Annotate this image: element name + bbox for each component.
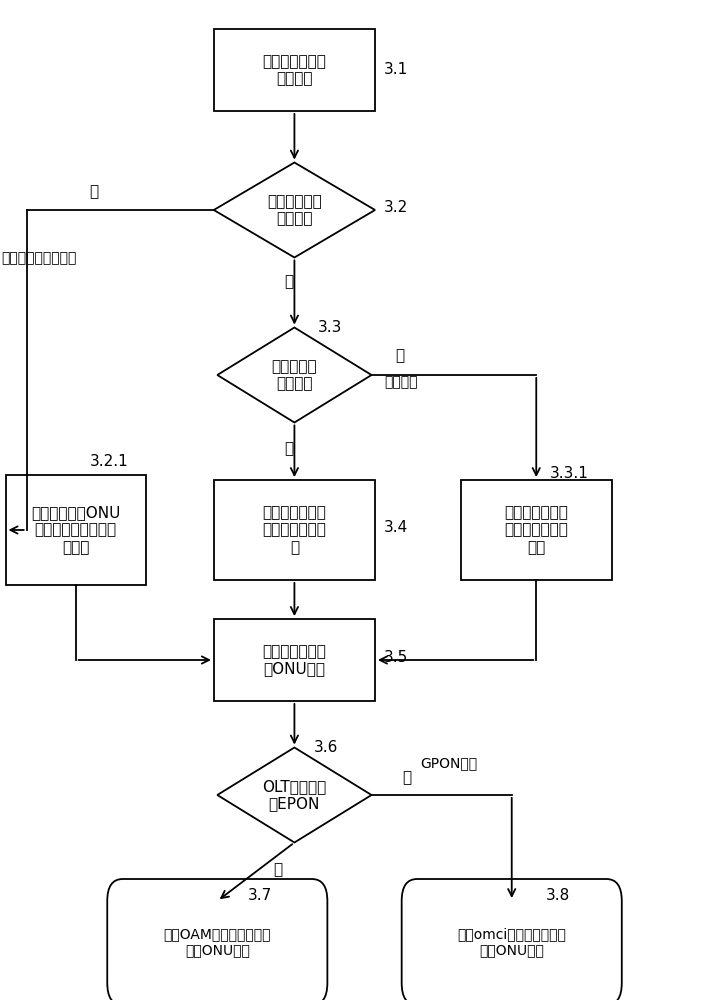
Text: 3.7: 3.7 — [247, 888, 272, 904]
Polygon shape — [217, 748, 372, 842]
Text: 通过omci消息将配置发往
远端ONU设备: 通过omci消息将配置发往 远端ONU设备 — [457, 927, 566, 957]
Polygon shape — [217, 328, 372, 422]
Text: 3.4: 3.4 — [384, 520, 409, 536]
Text: 3.1: 3.1 — [384, 62, 409, 78]
Text: 级别为重: 级别为重 — [384, 375, 418, 389]
Text: 是: 是 — [284, 274, 293, 290]
Text: 3.8: 3.8 — [545, 888, 570, 904]
Text: 接受攻击探测模
块的消息: 接受攻击探测模 块的消息 — [262, 54, 327, 86]
Text: 是: 是 — [273, 862, 283, 878]
Bar — [6, 475, 146, 585]
Text: 执行配置模块配
置轻度级别的处
理: 执行配置模块配 置轻度级别的处 理 — [262, 505, 327, 555]
Text: 消息为攻击消失消息: 消息为攻击消失消息 — [1, 251, 77, 265]
Text: 3.6: 3.6 — [314, 740, 339, 756]
Text: 3.3: 3.3 — [318, 320, 342, 336]
Bar — [214, 29, 375, 111]
Text: 恢复对攻击源ONU
所做的处理，使其业
务正常: 恢复对攻击源ONU 所做的处理，使其业 务正常 — [31, 505, 121, 555]
Text: 3.3.1: 3.3.1 — [550, 466, 588, 481]
Text: 执行配置模块配
置的重度级别的
处理: 执行配置模块配 置的重度级别的 处理 — [504, 505, 569, 555]
Text: 3.2: 3.2 — [384, 200, 409, 215]
Text: OLT设备是否
为EPON: OLT设备是否 为EPON — [262, 779, 327, 811]
Text: 3.2.1: 3.2.1 — [90, 454, 128, 470]
Text: 否: 否 — [395, 349, 404, 363]
Bar — [461, 480, 611, 580]
Text: 是: 是 — [284, 442, 293, 456]
Text: 消息是否攻击
发生消息: 消息是否攻击 发生消息 — [267, 194, 322, 226]
Text: 攻击级别是
否为轻度: 攻击级别是 否为轻度 — [271, 359, 318, 391]
Text: 否: 否 — [90, 184, 99, 200]
Text: 否: 否 — [402, 770, 411, 786]
Text: 3.5: 3.5 — [384, 650, 409, 666]
Text: GPON设备: GPON设备 — [421, 756, 477, 770]
Bar — [214, 480, 375, 580]
Text: 将处理远程发送
到ONU处理: 将处理远程发送 到ONU处理 — [262, 644, 327, 676]
FancyBboxPatch shape — [107, 879, 327, 1000]
FancyBboxPatch shape — [402, 879, 622, 1000]
Polygon shape — [214, 162, 375, 257]
Bar — [214, 619, 375, 701]
Text: 通过OAM消息将配置发往
远端ONU设备: 通过OAM消息将配置发往 远端ONU设备 — [163, 927, 271, 957]
